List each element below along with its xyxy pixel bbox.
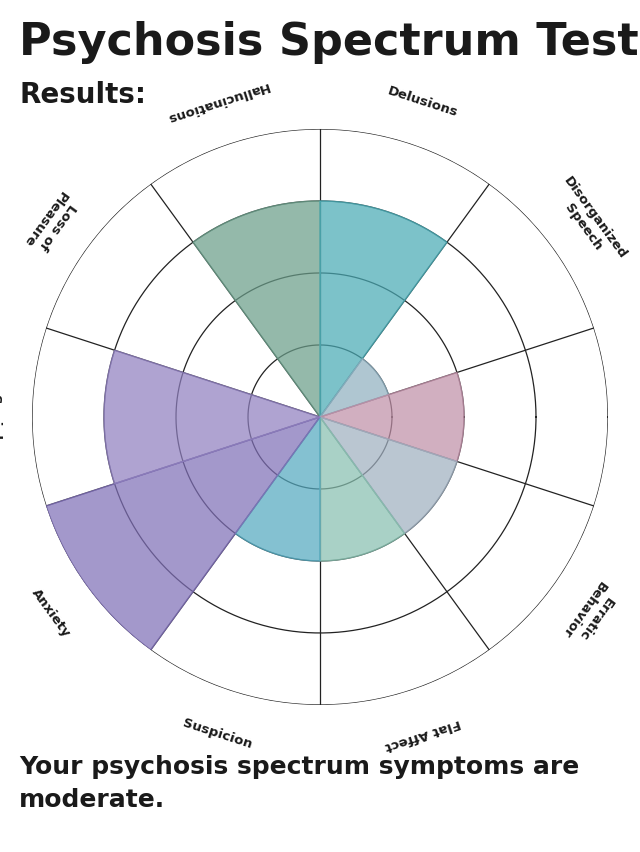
Polygon shape [236,417,320,561]
Polygon shape [320,202,447,417]
Text: Loss of
Pleasure: Loss of Pleasure [20,187,81,256]
Text: Hallucinations: Hallucinations [164,78,270,124]
Polygon shape [104,351,320,484]
Polygon shape [320,417,457,534]
Text: Suspicion: Suspicion [181,717,253,751]
Text: Erratic
Behavior: Erratic Behavior [558,578,620,648]
Text: Anxiety: Anxiety [29,586,73,640]
Polygon shape [193,202,320,417]
Text: Social
Withdrawal: Social Withdrawal [0,375,1,460]
Text: Disordered
Thoughts: Disordered Thoughts [639,376,640,459]
Text: Results:: Results: [19,81,146,109]
Text: Disorganized
Speech: Disorganized Speech [549,175,629,270]
Text: Psychosis Spectrum Test: Psychosis Spectrum Test [19,21,639,64]
Polygon shape [46,417,320,650]
Polygon shape [320,373,464,462]
Polygon shape [320,417,404,561]
Polygon shape [320,360,388,417]
Text: Delusions: Delusions [386,84,460,119]
Text: Your psychosis spectrum symptoms are
moderate.: Your psychosis spectrum symptoms are mod… [19,754,579,811]
Text: Flat Affect: Flat Affect [383,715,462,751]
